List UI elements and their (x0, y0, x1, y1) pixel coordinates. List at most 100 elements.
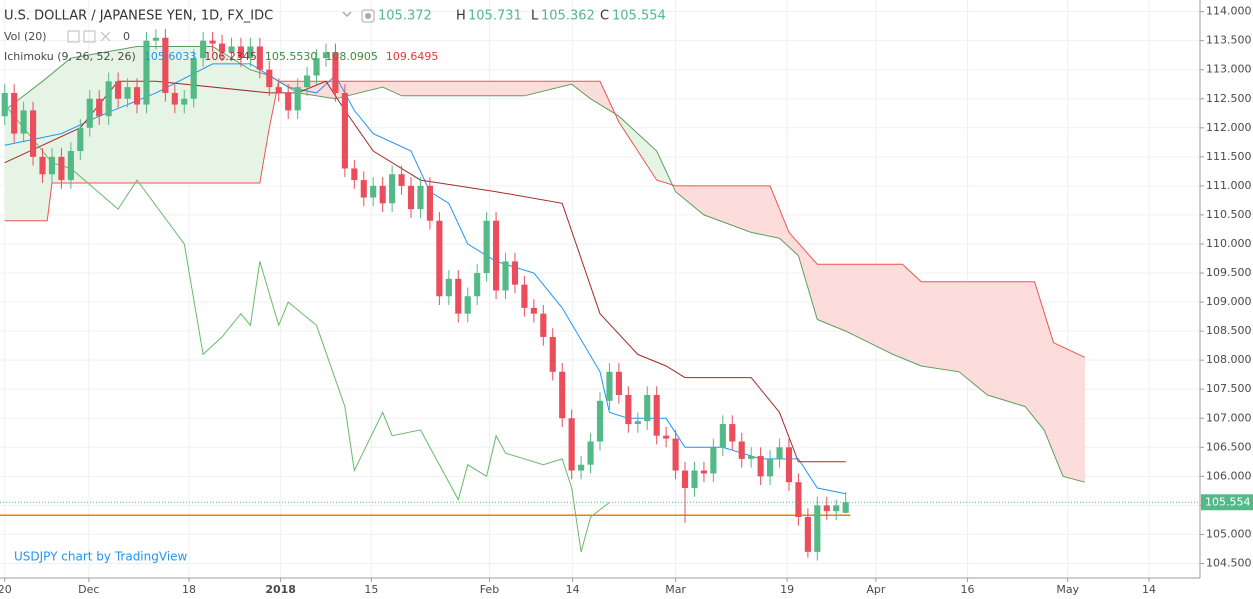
cloud-fill (1034, 281, 1038, 422)
cloud-fill (838, 264, 842, 330)
cloud-fill (703, 185, 707, 217)
cloud-fill (465, 81, 468, 97)
cloud-fill (153, 46, 157, 184)
cloud-fill (909, 270, 913, 363)
candle-body (578, 464, 585, 471)
candle-body (152, 37, 159, 41)
vol-remove-icon[interactable] (100, 31, 111, 42)
candle-body (398, 174, 405, 186)
indicator-line (4, 63, 846, 495)
cloud-fill (649, 143, 653, 174)
candle-body (143, 40, 150, 105)
vol-hide-icon[interactable] (67, 30, 80, 43)
cloud-fill (424, 81, 428, 97)
cloud-fill (120, 48, 124, 184)
cloud-fill (219, 50, 223, 184)
candle-body (653, 395, 660, 436)
candle-body (124, 87, 131, 99)
cloud-fill (1055, 343, 1059, 465)
cloud-fill (1043, 312, 1047, 436)
cloud-fill (75, 56, 79, 184)
cloud-fill (956, 281, 960, 373)
candle-body (729, 424, 736, 442)
candle-body (587, 441, 594, 465)
cloud-fill (1046, 319, 1050, 442)
cloud-fill (734, 185, 738, 228)
cloud-fill (401, 81, 405, 97)
cloud-fill (758, 185, 761, 235)
cloud-fill (179, 46, 183, 184)
cloud-fill (932, 281, 936, 369)
cloud-fill (1022, 281, 1026, 407)
cloud-fill (1074, 352, 1078, 481)
cloud-fill (710, 185, 714, 219)
span-b-line (4, 80, 1085, 358)
cloud-fill (323, 81, 327, 98)
cloud-fill (528, 81, 532, 96)
cloud-fill (861, 264, 865, 341)
cloud-fill (866, 264, 870, 344)
cloud-fill (998, 281, 1002, 400)
cloud-fill (873, 264, 877, 347)
y-tick-label: 111.500 (1206, 150, 1252, 163)
candle-body (606, 371, 613, 401)
cloud-fill (833, 264, 837, 328)
cloud-fill (214, 47, 218, 184)
cloud-fill (923, 281, 927, 367)
candle-body (436, 220, 443, 297)
cloud-fill (684, 185, 688, 202)
cloud-fill (991, 281, 995, 398)
cloud-fill (439, 81, 442, 97)
cloud-fill (928, 281, 931, 368)
cloud-fill (460, 81, 464, 97)
dropdown-icon[interactable] (342, 11, 352, 18)
candle-body (67, 151, 74, 181)
visibility-icon[interactable] (361, 9, 375, 23)
cloud-fill (247, 67, 251, 184)
candle-body (748, 456, 755, 459)
cloud-fill (984, 281, 988, 396)
cloud-fill (1058, 344, 1061, 471)
y-tick-label: 110.500 (1206, 208, 1252, 221)
cloud-fill (370, 81, 374, 91)
candle-body (39, 156, 46, 175)
cloud-fill (852, 264, 856, 337)
cloud-fill (535, 81, 539, 94)
cloud-fill (113, 49, 116, 184)
x-tick-label: 19 (780, 583, 794, 596)
cloud-fill (361, 81, 365, 93)
cloud-fill (880, 264, 884, 351)
cloud-fill (394, 81, 398, 95)
cloud-fill (186, 46, 190, 184)
candle-body (540, 313, 547, 337)
x-tick-label: 14 (566, 583, 580, 596)
cloud-fill (595, 81, 598, 104)
cloud-fill (363, 81, 367, 93)
cloud-fill (750, 185, 754, 234)
vol-settings-icon[interactable] (83, 30, 96, 43)
cloud-fill (406, 81, 409, 97)
cloud-fill (767, 185, 771, 237)
vol-label: Vol (20) (4, 30, 47, 43)
cloud-fill (687, 185, 691, 204)
cloud-fill (982, 281, 986, 394)
cloud-fill (434, 81, 438, 97)
candle-body (672, 438, 679, 471)
cloud-fill (233, 59, 237, 184)
cloud-fill (321, 81, 324, 98)
cloud-fill (708, 185, 712, 218)
close-value: 105.554 (612, 9, 666, 24)
cloud-fill (996, 281, 1000, 399)
cloud-fill (1048, 327, 1052, 448)
candle-body (351, 168, 358, 181)
cloud-fill (715, 185, 719, 221)
cloud-fill (913, 274, 917, 365)
cloud-fill (450, 81, 454, 97)
cloud-fill (479, 81, 483, 97)
x-tick-label: 18 (182, 583, 196, 596)
cloud-fill (963, 281, 967, 379)
cloud-fill (942, 281, 946, 370)
cloud-fill (857, 264, 861, 339)
cloud-fill (176, 46, 180, 184)
